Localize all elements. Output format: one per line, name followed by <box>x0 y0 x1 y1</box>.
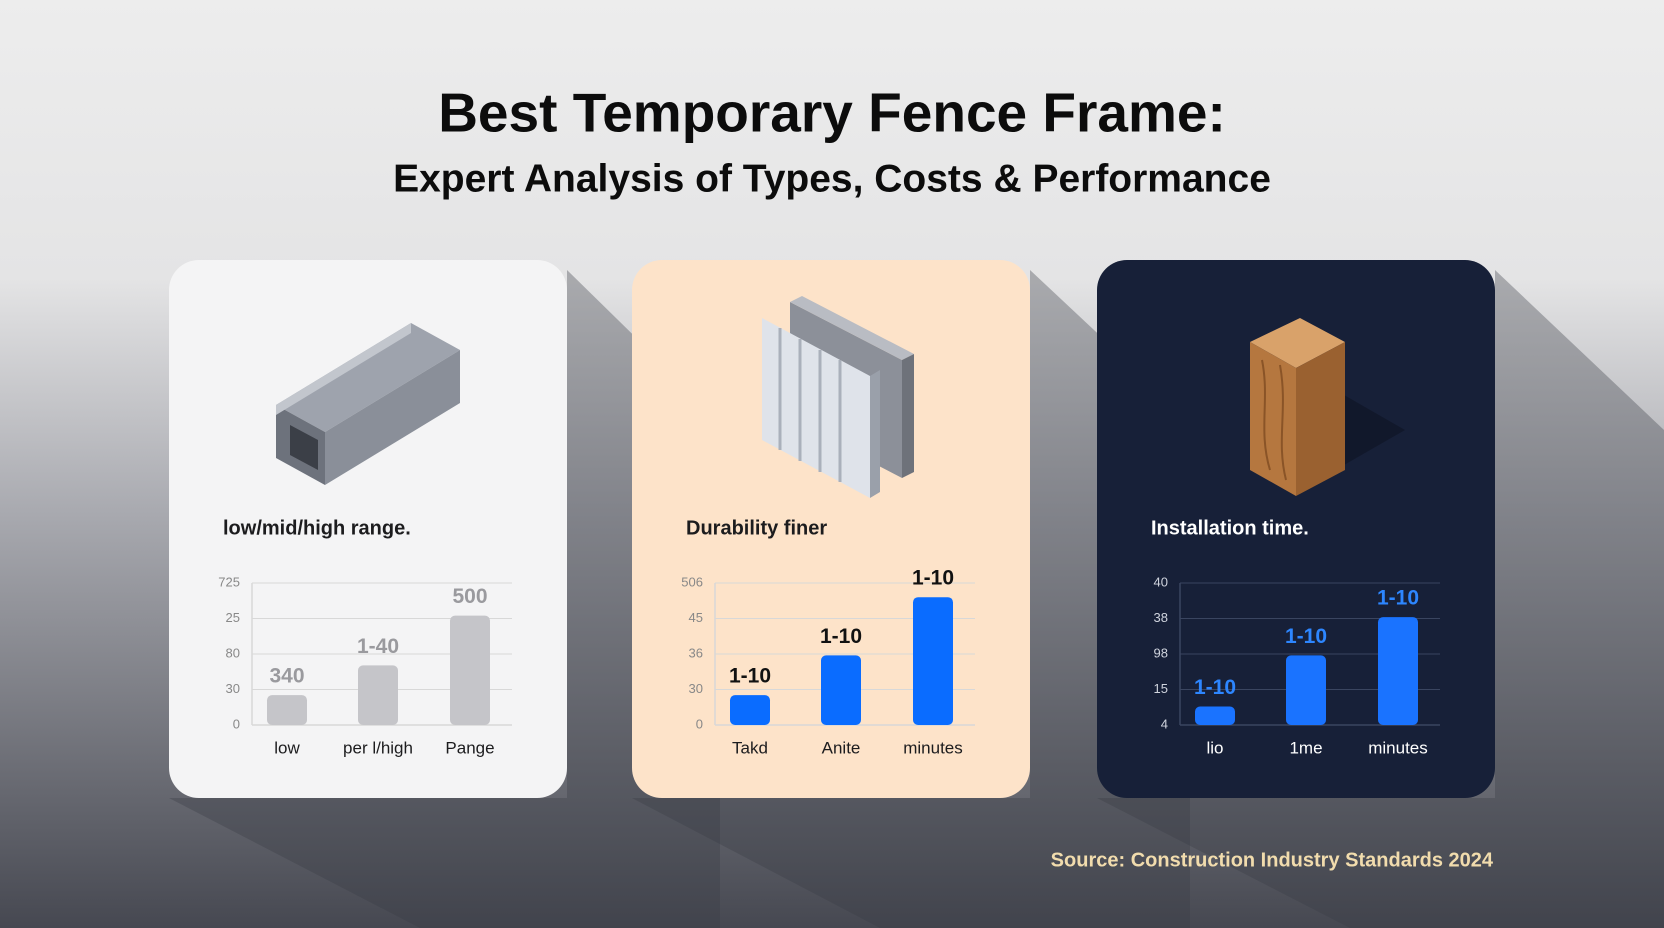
y-tick-label: 25 <box>226 610 240 625</box>
title: Best Temporary Fence Frame: <box>438 82 1226 144</box>
x-tick-label: per l/high <box>343 738 413 757</box>
card-label: Installation time. <box>1151 517 1309 539</box>
y-tick-label: 15 <box>1154 681 1168 696</box>
cards: low/mid/high range. 0 30 80 25 725 340 low 1-40 p… <box>169 260 1495 798</box>
value-label: 1-40 <box>357 635 399 658</box>
y-tick-label: 98 <box>1154 645 1168 660</box>
value-label: 340 <box>269 665 304 688</box>
card: low/mid/high range. 0 30 80 25 725 340 low 1-40 p… <box>169 260 567 798</box>
y-tick-label: 80 <box>226 645 240 660</box>
bar <box>1195 706 1235 725</box>
y-tick-label: 4 <box>1161 716 1168 731</box>
bar <box>730 695 770 725</box>
x-tick-label: minutes <box>903 738 963 757</box>
value-label: 500 <box>452 585 487 608</box>
y-tick-label: 725 <box>218 574 240 589</box>
bar <box>1378 617 1418 725</box>
card: Durability finer 0 30 36 45 506 1-10 Takd 1-10 An… <box>632 260 1030 798</box>
x-tick-label: 1me <box>1289 738 1322 757</box>
x-tick-label: Takd <box>732 738 768 757</box>
bar <box>450 615 490 725</box>
y-tick-label: 45 <box>689 610 703 625</box>
y-tick-label: 506 <box>681 574 703 589</box>
x-tick-label: Pange <box>445 738 494 757</box>
value-label: 1-10 <box>912 567 954 590</box>
steel-beam-icon <box>276 323 460 485</box>
bar <box>267 695 307 725</box>
bar <box>821 655 861 725</box>
value-label: 1-10 <box>1377 587 1419 610</box>
value-label: 1-10 <box>1194 676 1236 699</box>
y-tick-label: 38 <box>1154 610 1168 625</box>
subtitle: Expert Analysis of Types, Costs & Perfor… <box>393 157 1271 200</box>
value-label: 1-10 <box>1285 625 1327 648</box>
bar <box>1286 655 1326 725</box>
wood-post-icon <box>1250 318 1405 496</box>
card-shadow <box>169 270 720 928</box>
card-label: Durability finer <box>686 517 827 539</box>
y-tick-label: 40 <box>1154 574 1168 589</box>
source: Source: Construction Industry Standards … <box>1051 849 1494 871</box>
card-label: low/mid/high range. <box>223 517 411 539</box>
card: Installation time. 4 15 98 38 40 1-10 lio 1-10 1m… <box>1097 260 1495 798</box>
y-tick-label: 36 <box>689 645 703 660</box>
bar <box>358 665 398 725</box>
x-tick-label: low <box>274 738 300 757</box>
y-tick-label: 0 <box>696 716 703 731</box>
value-label: 1-10 <box>729 665 771 688</box>
x-tick-label: minutes <box>1368 738 1428 757</box>
x-tick-label: Anite <box>822 738 861 757</box>
bar <box>913 597 953 725</box>
y-tick-label: 30 <box>226 681 240 696</box>
value-label: 1-10 <box>820 625 862 648</box>
x-tick-label: lio <box>1206 738 1223 757</box>
card-shadow <box>632 270 1190 928</box>
card-shadow <box>1097 270 1664 928</box>
y-tick-label: 30 <box>689 681 703 696</box>
panel-icon <box>762 296 914 498</box>
y-tick-label: 0 <box>233 716 240 731</box>
